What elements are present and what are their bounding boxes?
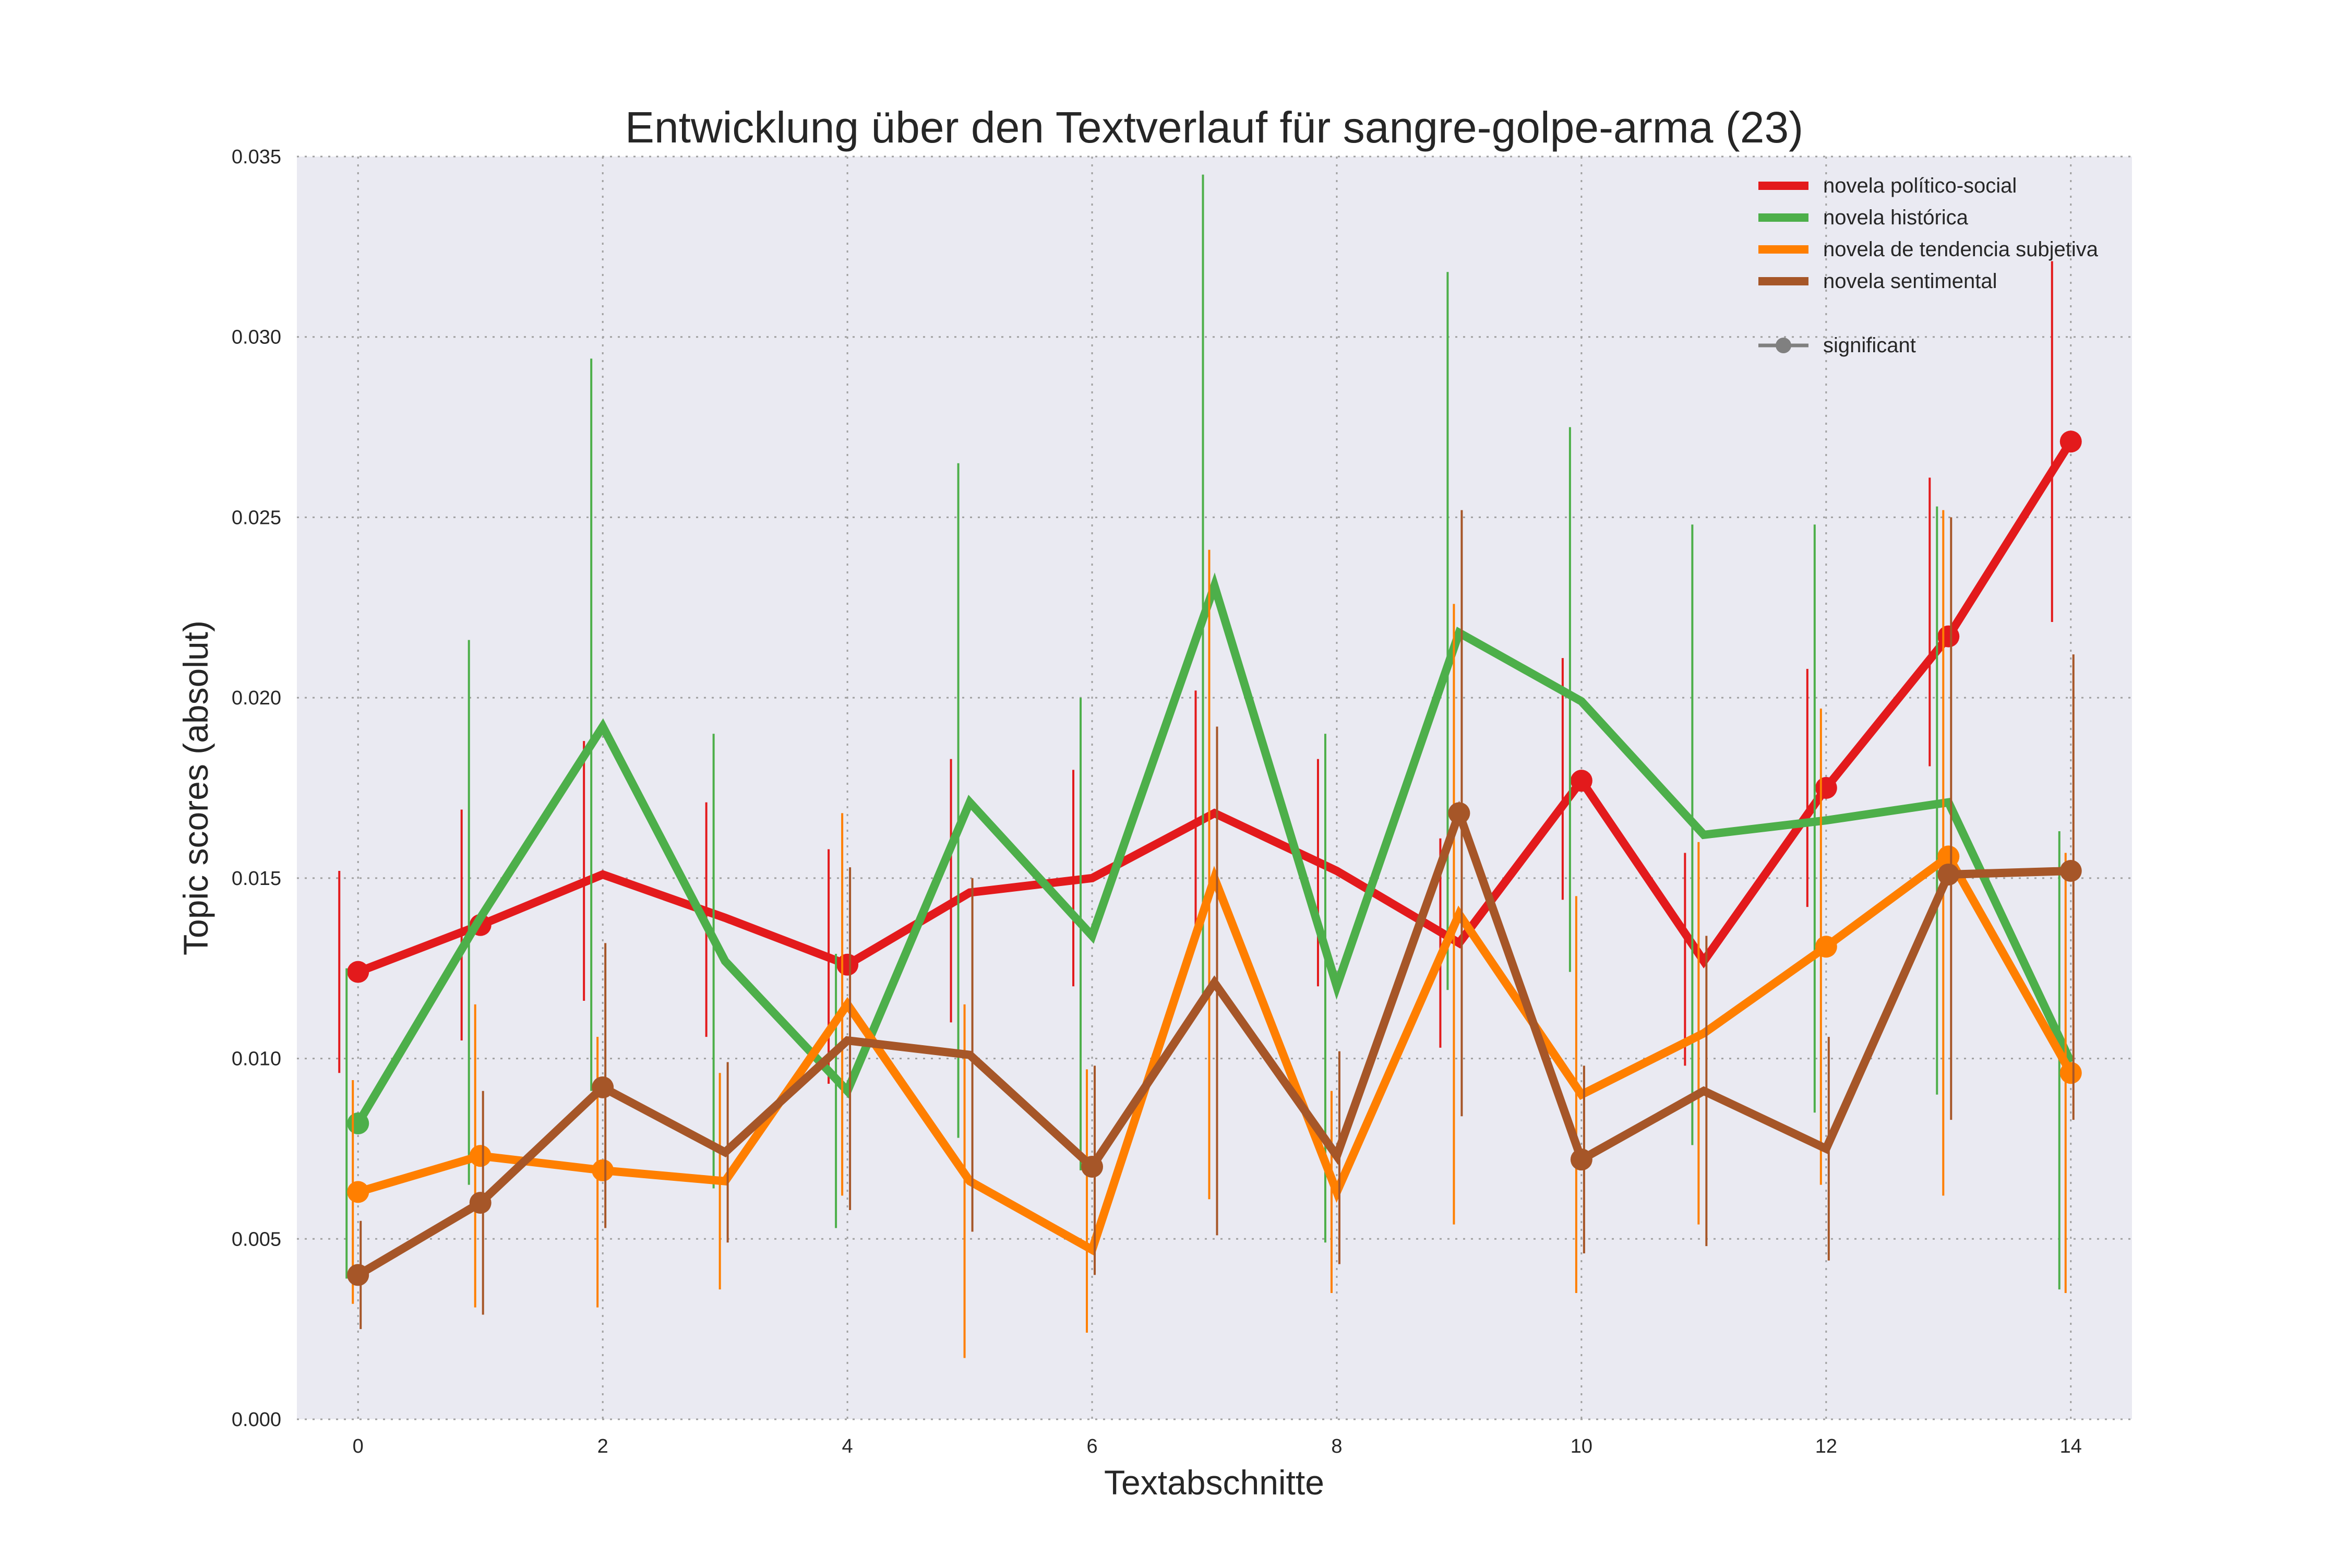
significant-marker <box>2059 860 2082 882</box>
x-tick-label: 6 <box>1086 1435 1097 1457</box>
significant-marker <box>1937 845 1960 868</box>
x-tick-label: 14 <box>2060 1435 2082 1457</box>
significant-marker <box>347 1264 369 1286</box>
significant-marker <box>1448 802 1470 824</box>
legend-label: novela de tendencia subjetiva <box>1823 238 2099 261</box>
legend: novela político-social novela histórica no… <box>1758 174 2099 357</box>
y-axis-label: Topic scores (absolut) <box>176 620 215 955</box>
significant-marker <box>347 1181 369 1203</box>
y-tick-label: 0.035 <box>232 146 281 168</box>
series-line <box>356 850 2075 1256</box>
significant-marker <box>2059 1062 2082 1084</box>
x-tick-label: 10 <box>1571 1435 1592 1457</box>
y-tick-label: 0.025 <box>232 507 281 529</box>
legend-label-significant: significant <box>1823 334 1916 357</box>
y-tick-label: 0.020 <box>232 687 281 709</box>
series-3 <box>347 510 2082 1330</box>
x-tick-label: 0 <box>353 1435 364 1457</box>
significant-marker <box>469 1192 492 1214</box>
legend-label: novela histórica <box>1823 206 1969 229</box>
significant-marker <box>1570 1148 1592 1171</box>
x-tick-label: 2 <box>597 1435 608 1457</box>
y-tick-label: 0.010 <box>232 1048 281 1070</box>
legend-marker-significant <box>1776 338 1791 353</box>
chart-title: Entwicklung über den Textverlauf für san… <box>625 103 1803 152</box>
y-tick-label: 0.015 <box>232 868 281 890</box>
y-tick-label: 0.030 <box>232 327 281 349</box>
x-axis-label: Textabschnitte <box>1104 1463 1324 1502</box>
significant-marker <box>1081 1156 1104 1178</box>
legend-label: novela político-social <box>1823 174 2017 197</box>
significant-marker <box>2059 430 2082 453</box>
y-tick-label: 0.000 <box>232 1409 281 1431</box>
significant-marker <box>1815 777 1837 799</box>
series-line <box>356 800 2071 1279</box>
series-2 <box>347 510 2082 1358</box>
axis-ticks: 0 2 4 6 8 10 12 14 0.000 0.005 0.010 0.015 0.020 0.02… <box>232 146 2082 1457</box>
x-tick-label: 12 <box>1815 1435 1837 1457</box>
significant-marker <box>592 1159 614 1181</box>
significant-marker <box>1937 625 1960 648</box>
significant-marker <box>469 1145 492 1167</box>
significant-marker <box>1570 770 1592 792</box>
significant-marker <box>1937 863 1960 885</box>
y-tick-label: 0.005 <box>232 1228 281 1250</box>
x-tick-label: 8 <box>1331 1435 1342 1457</box>
series-layer <box>338 174 2082 1358</box>
significant-marker <box>347 961 369 983</box>
series-line <box>356 439 2075 976</box>
significant-marker <box>347 1112 369 1135</box>
legend-label: novela sentimental <box>1823 270 1997 293</box>
series-line <box>354 572 2075 1126</box>
x-tick-label: 4 <box>842 1435 853 1457</box>
significant-marker <box>836 953 859 976</box>
significant-marker <box>1815 936 1837 958</box>
significant-marker <box>592 1076 614 1098</box>
